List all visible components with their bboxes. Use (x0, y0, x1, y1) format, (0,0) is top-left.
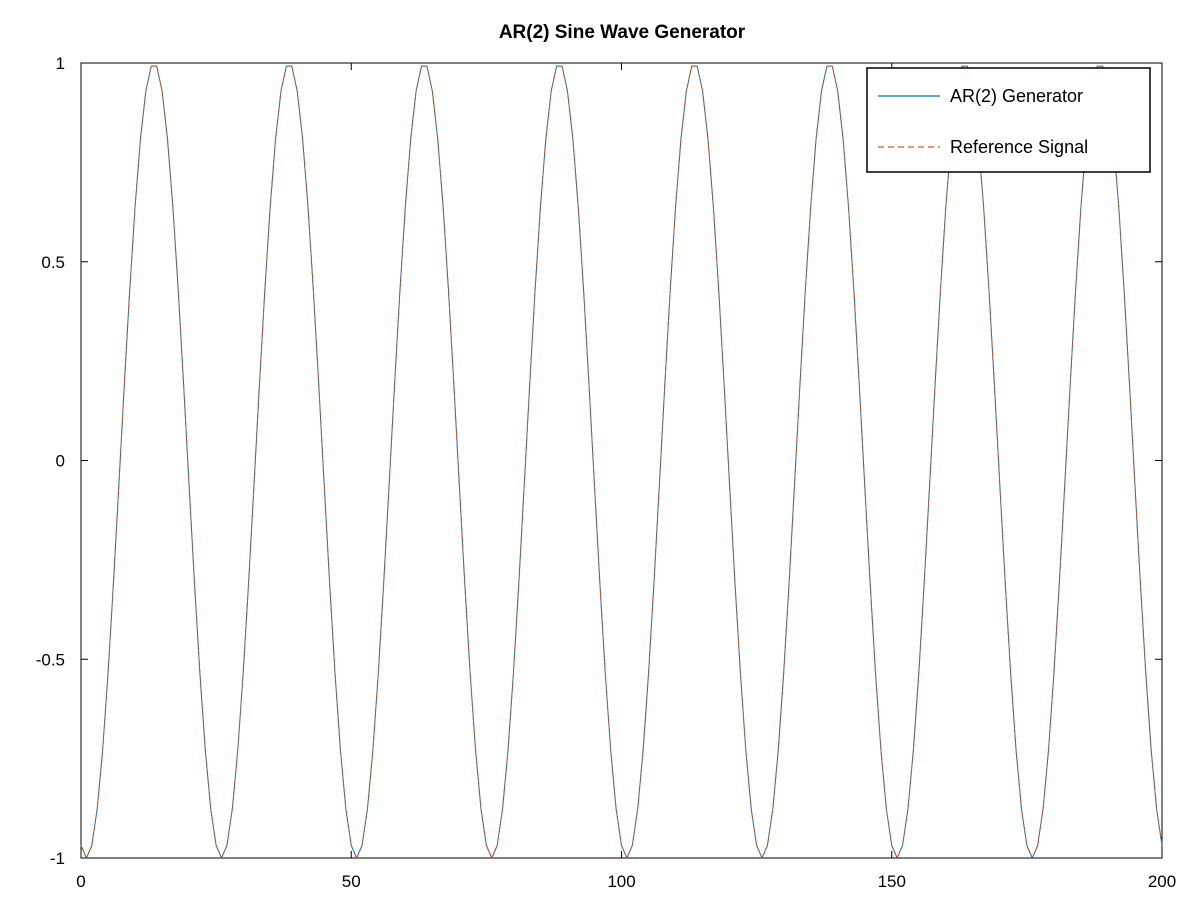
chart-title: AR(2) Sine Wave Generator (499, 22, 746, 43)
axis-tick-labels: 0 50 100 150 200 -1 -0.5 0 0.5 1 (36, 54, 1176, 891)
y-tick-label: 0.5 (41, 253, 65, 272)
x-tick-label: 200 (1148, 872, 1176, 891)
y-tick-label: -0.5 (36, 650, 65, 669)
plot-frame (80, 62, 1163, 859)
x-tick-label: 100 (607, 872, 635, 891)
axis-ticks (80, 62, 1163, 859)
series-group (80, 65, 1163, 860)
y-tick-label: 1 (56, 54, 65, 73)
legend-box (866, 67, 1151, 173)
x-tick-label: 150 (878, 872, 906, 891)
x-tick-label: 50 (342, 872, 361, 891)
x-tick-label: 0 (76, 872, 85, 891)
series-line-reference-signal (80, 65, 1163, 860)
series-line-ar-2-generator (80, 65, 1163, 860)
legend-label-reference-signal: Reference Signal (950, 137, 1088, 157)
y-tick-label: -1 (50, 849, 65, 868)
legend-label-ar2-generator: AR(2) Generator (950, 86, 1083, 106)
y-tick-label: 0 (56, 452, 65, 471)
legend: AR(2) Generator Reference Signal (866, 67, 1151, 173)
